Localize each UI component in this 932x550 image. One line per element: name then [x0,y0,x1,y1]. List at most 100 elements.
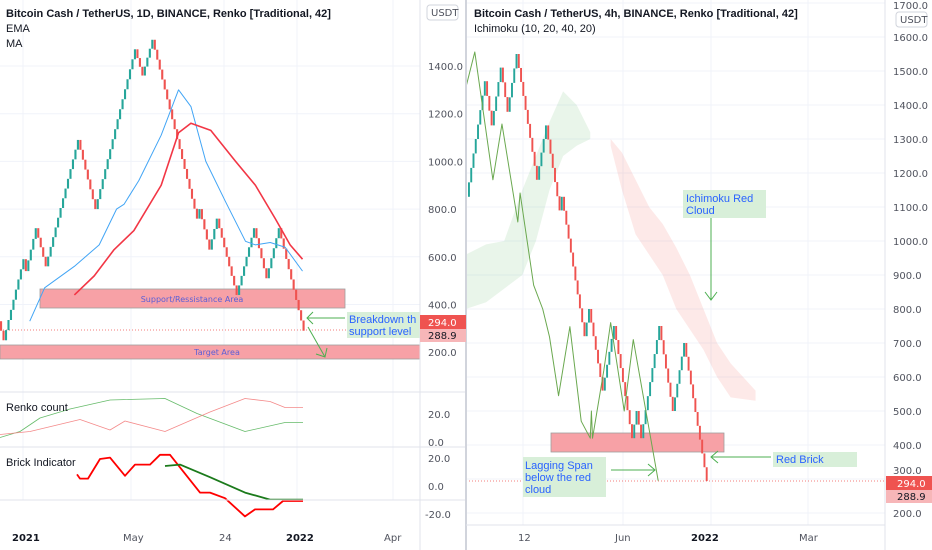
up-brick [252,228,256,238]
down-brick [662,340,665,355]
up-brick [61,198,65,208]
brick-indicator-tick: -20.0 [425,510,451,521]
down-brick [631,424,633,439]
brick-indicator-red-line[interactable] [76,453,303,518]
up-brick [19,269,22,280]
up-brick [499,67,502,83]
down-brick [200,209,203,220]
price-tick: 600.0 [428,253,457,264]
breakdown-note-line1: Breakdown th [349,314,416,326]
down-brick [501,67,504,83]
price-tick: 200.0 [428,348,457,359]
indicator-ma-label[interactable]: MA [6,38,23,50]
up-brick [71,159,75,170]
prev-price-tag-right [886,490,932,503]
red-cloud [610,139,756,401]
ichimoku-cloud-note-box[interactable] [683,190,766,218]
down-brick [569,238,572,253]
ema-line[interactable] [29,89,303,322]
down-brick [689,370,692,385]
breakdown-arrows [306,311,345,358]
indicator-ichimoku-label[interactable]: Ichimoku (10, 20, 40, 20) [474,23,596,35]
down-brick [178,139,181,150]
price-tick: 400.0 [893,441,922,452]
up-brick [649,382,652,397]
time-tick: 2022 [286,533,314,544]
price-tick: 200.0 [893,509,922,520]
brick-indicator-tick: 20.0 [428,454,450,465]
down-brick [257,238,260,249]
lagging-span-note-line2: below the red [525,472,591,484]
up-brick [116,119,119,130]
up-brick [511,82,513,98]
up-brick [247,247,251,257]
price-tick: 1400.0 [893,101,928,112]
down-brick [89,179,92,190]
last-price-right: 294.0 [897,479,926,490]
right-price-axis[interactable]: 1700.0 1600.0 1500.0 1400.0 1300.0 1200.0 1100… [893,1,928,520]
down-brick [563,196,566,211]
renko-count-tick: 20.0 [428,410,450,421]
down-brick [161,69,164,80]
price-tick: 1700.0 [893,1,928,12]
up-brick [267,268,270,279]
down-brick [640,424,642,439]
down-brick [637,411,640,425]
down-brick [265,268,268,279]
currency-button-left[interactable] [426,4,459,21]
down-brick [621,368,624,383]
down-brick [583,322,586,337]
up-brick [238,285,241,295]
price-tick: 1000.0 [893,237,928,248]
renko-count-label[interactable]: Renko count [6,402,68,414]
up-brick [515,54,518,69]
brick-indicator-label[interactable]: Brick Indicator [6,457,76,469]
up-brick [198,209,201,219]
support-zone-label: Support/Ressistance Area [141,295,244,304]
up-brick [131,59,134,70]
down-brick [531,137,534,152]
down-brick [300,310,303,321]
up-brick [215,218,218,229]
price-tick: 600.0 [893,373,922,384]
lagging-span-line[interactable] [465,51,659,481]
indicator-ema-label[interactable]: EMA [6,23,31,35]
brick-indicator-green-line[interactable] [164,463,303,501]
time-tick: 12 [518,533,531,544]
up-brick [542,139,545,153]
right-renko-bricks [468,54,708,482]
down-brick [687,356,690,371]
down-brick [692,384,695,399]
up-brick [603,377,606,391]
down-brick [572,252,575,267]
red-brick-note-box[interactable] [773,452,857,467]
up-brick [651,368,654,383]
up-brick [99,189,102,200]
ma-line[interactable] [73,122,304,296]
up-brick [275,238,278,249]
down-brick [44,256,47,267]
price-tick: 1100.0 [893,203,928,214]
lagging-span-note-box[interactable] [523,457,606,497]
breakdown-note-box[interactable] [347,312,420,338]
down-brick [660,326,663,341]
currency-label: USDT [900,15,928,26]
left-price-axis[interactable]: 1400.0 1200.0 1000.0 800.0 600.0 400.0 200.0 [428,62,463,359]
down-brick [39,237,42,248]
down-brick [664,354,667,369]
ichimoku-cloud-note-line1: Ichimoku Red [686,193,753,205]
down-brick [592,322,595,337]
renko-count-red-line[interactable] [0,398,303,435]
left-grid [0,0,420,500]
down-brick [235,285,238,295]
down-brick [486,81,489,96]
currency-label: USDT [431,8,459,19]
renko-count-green-line[interactable] [0,398,303,438]
currency-button-right[interactable] [895,11,928,28]
up-brick [272,248,275,259]
down-brick [218,218,221,229]
down-brick [581,308,584,323]
up-brick [29,249,32,261]
down-brick [193,198,196,209]
support-zone-right[interactable] [550,432,725,453]
